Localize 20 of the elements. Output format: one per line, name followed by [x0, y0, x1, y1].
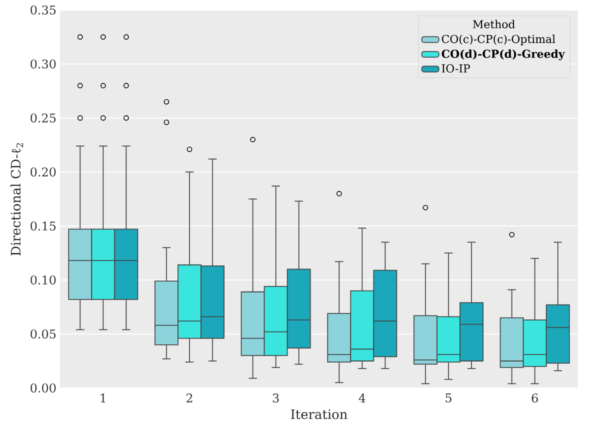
- x-tick-label: 2: [186, 394, 192, 402]
- x-tick-label: 1: [100, 394, 106, 402]
- legend-label: CO(c)-CP(c)-Optimal: [442, 34, 556, 46]
- y-tick-label: 0.00: [30, 383, 56, 393]
- x-axis-title: Iteration: [291, 409, 348, 420]
- legend-label: CO(d)-CP(d)-Greedy: [442, 49, 566, 60]
- y-tick-label: 0.15: [30, 221, 56, 231]
- y-tick-label: 0.35: [30, 5, 56, 15]
- y-tick-label: 0.10: [30, 275, 56, 285]
- y-tick-label: 0.25: [30, 113, 56, 123]
- y-tick-label: 0.05: [30, 329, 56, 339]
- legend-title: Method: [473, 20, 515, 28]
- y-axis-title: Directional CD-ℓ$_{2}$: [10, 143, 24, 256]
- legend-label: IO-IP: [442, 64, 470, 73]
- x-tick-label: 4: [358, 394, 366, 402]
- y-tick-label: 0.20: [30, 167, 56, 177]
- x-tick-label: 6: [532, 394, 538, 403]
- x-tick-label: 5: [446, 394, 452, 402]
- x-tick-label: 3: [272, 394, 279, 403]
- y-tick-label: 0.30: [30, 59, 56, 69]
